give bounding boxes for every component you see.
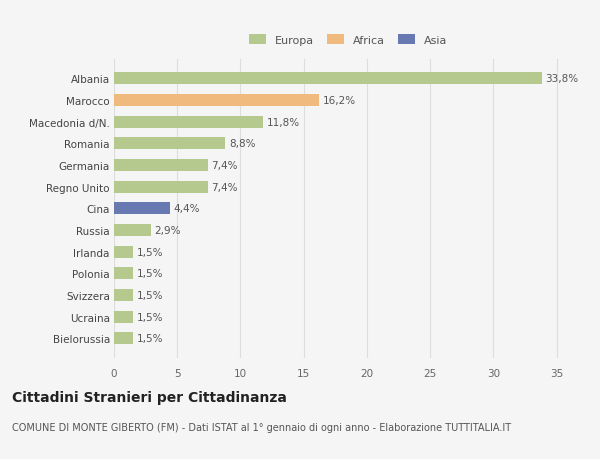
Bar <box>114 246 133 258</box>
Bar <box>114 138 226 150</box>
Bar <box>114 203 170 215</box>
Legend: Europa, Africa, Asia: Europa, Africa, Asia <box>249 35 447 46</box>
Bar <box>114 95 319 107</box>
Text: 11,8%: 11,8% <box>267 118 300 128</box>
Text: 7,4%: 7,4% <box>211 182 238 192</box>
Text: 7,4%: 7,4% <box>211 161 238 171</box>
Text: 1,5%: 1,5% <box>137 334 163 343</box>
Text: 33,8%: 33,8% <box>545 74 578 84</box>
Bar <box>114 160 208 172</box>
Text: 2,9%: 2,9% <box>154 225 181 235</box>
Text: Cittadini Stranieri per Cittadinanza: Cittadini Stranieri per Cittadinanza <box>12 390 287 404</box>
Text: 8,8%: 8,8% <box>229 139 256 149</box>
Bar <box>114 268 133 280</box>
Bar <box>114 181 208 193</box>
Text: 1,5%: 1,5% <box>137 269 163 279</box>
Text: 1,5%: 1,5% <box>137 290 163 300</box>
Text: COMUNE DI MONTE GIBERTO (FM) - Dati ISTAT al 1° gennaio di ogni anno - Elaborazi: COMUNE DI MONTE GIBERTO (FM) - Dati ISTA… <box>12 422 511 432</box>
Bar <box>114 333 133 344</box>
Bar <box>114 311 133 323</box>
Bar <box>114 117 263 129</box>
Text: 1,5%: 1,5% <box>137 312 163 322</box>
Bar <box>114 224 151 236</box>
Text: 4,4%: 4,4% <box>173 204 200 214</box>
Text: 16,2%: 16,2% <box>323 96 356 106</box>
Bar <box>114 289 133 301</box>
Text: 1,5%: 1,5% <box>137 247 163 257</box>
Bar <box>114 73 542 85</box>
